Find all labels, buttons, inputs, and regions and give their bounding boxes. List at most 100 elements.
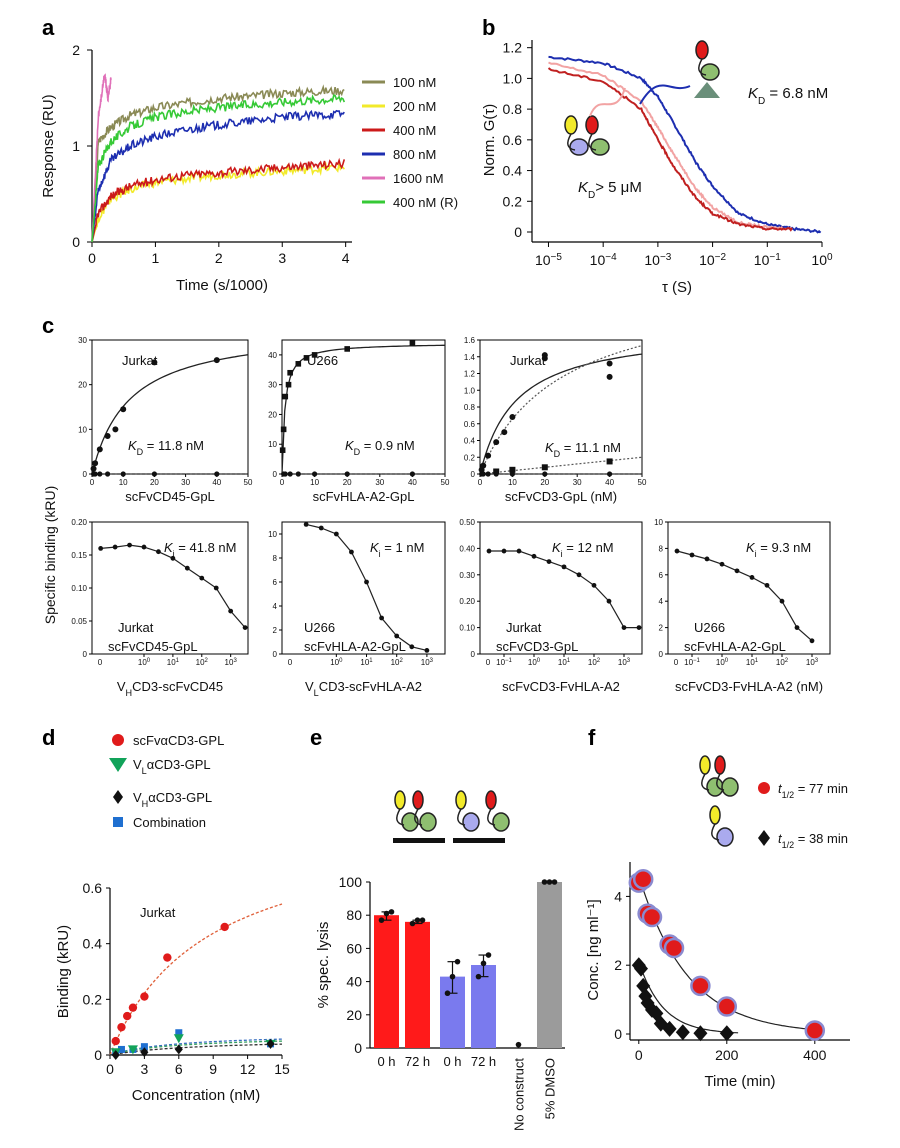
d-x-tick-label: 6 — [175, 1061, 183, 1077]
c-x-tick-label: 0 — [280, 478, 285, 487]
panel-label-f: f — [588, 725, 596, 750]
cartoon-linker — [414, 808, 423, 826]
c-data-point — [333, 531, 339, 537]
c-y-tick-label: 1.0 — [464, 386, 476, 395]
e-data-point — [449, 973, 456, 980]
panel-f-pk-plot: t1/2 = 77 min t1/2 = 38 min 0 200 400 0 2 4 Time… — [585, 755, 850, 1090]
c-data-point — [151, 471, 157, 477]
c-plot-frame — [479, 521, 643, 655]
c-x-label: scFvCD45-GpL — [125, 489, 215, 504]
cartoon-domain — [700, 63, 720, 81]
d-y-tick-label: 0 — [94, 1047, 102, 1063]
c-data-point — [199, 575, 205, 581]
c-data-point — [674, 548, 680, 554]
cartoon-domain — [564, 115, 578, 135]
cartoon-domain — [706, 777, 724, 797]
c-data-point — [509, 414, 516, 421]
c-x-tick-label: 103 — [806, 658, 819, 667]
c-plot-frame — [667, 521, 831, 655]
d-point-vl — [127, 1045, 138, 1055]
e-y-label: % spec. lysis — [315, 922, 332, 1009]
c-cell-label: U266 — [304, 620, 335, 635]
c-y-tick-label: 0.15 — [71, 551, 87, 560]
cartoon-domain — [455, 790, 467, 810]
c-bottom-plot-1: 0 0.05 0.10 0.15 0.20 0 100 101 102 103 Ki = 41.8 … — [71, 518, 249, 698]
c-y-tick-label: 1.6 — [464, 336, 476, 345]
c-x-tick-label: 50 — [638, 478, 647, 487]
c-data-point — [279, 447, 286, 453]
c-data-point — [285, 381, 292, 388]
d-point-combination — [140, 1043, 148, 1051]
f-point-half — [653, 1015, 668, 1032]
c-ki-value: 9.3 nM — [772, 540, 812, 555]
b-pointer-line — [639, 84, 691, 105]
a-series-line — [91, 73, 112, 243]
f-legend-marker-diamond — [758, 830, 770, 846]
c-y-tick-label: 0.20 — [459, 597, 475, 606]
c-data-point — [542, 471, 548, 477]
c-x-label: VHCD3-scFvCD45 — [117, 679, 223, 698]
b-y-tick-label: 0.2 — [503, 193, 523, 209]
e-half-construct-icon — [485, 790, 510, 832]
a-y-tick-label: 1 — [72, 138, 80, 154]
c-x-tick-label: 50 — [244, 478, 253, 487]
c-x-tick-label: 102 — [776, 658, 789, 667]
f-x-tick-label: 0 — [635, 1047, 643, 1063]
f-x-tick-label: 200 — [715, 1047, 739, 1063]
c-data-point — [779, 598, 785, 604]
c-y-tick-label: 0.05 — [71, 617, 87, 626]
c-x-tick-label: 103 — [618, 658, 631, 667]
d-legend-marker-diamond — [113, 790, 123, 804]
e-x-label: 0 h — [377, 1054, 395, 1069]
c-x-tick-label: 102 — [196, 658, 209, 667]
c-x-tick-label: 102 — [588, 658, 601, 667]
e-y-tick-label: 60 — [346, 940, 362, 956]
b-y-tick-label: 0.8 — [503, 101, 523, 117]
e-data-point — [515, 1041, 522, 1048]
e-data-point — [409, 920, 416, 927]
d-point-combination — [117, 1045, 125, 1053]
c-data-point — [794, 625, 800, 630]
f-point-half — [719, 1025, 734, 1042]
d-point-vh — [266, 1038, 275, 1049]
c-y-tick-label: 4 — [273, 602, 278, 611]
d-point-vl — [173, 1034, 184, 1044]
b-half-molecule-icon-1 — [564, 115, 589, 156]
c-x-tick-label: 50 — [441, 478, 450, 487]
c-data-point — [501, 548, 507, 554]
d-point-vh — [140, 1047, 149, 1058]
e-x-label: 72 h — [471, 1054, 496, 1069]
c-x-label: VLCD3-scFvHLA-A2 — [305, 679, 422, 698]
c-data-point — [90, 465, 97, 472]
c-inhibition-line — [676, 550, 813, 642]
b-bound-molecule-icon — [695, 40, 720, 81]
c-data-point — [97, 471, 103, 477]
c-data-point — [561, 564, 567, 570]
d-point-scfv — [220, 922, 229, 932]
c-data-point — [344, 471, 350, 477]
c-data-point — [303, 522, 309, 527]
d-fit-green — [109, 1040, 283, 1056]
b-series-line — [548, 61, 793, 231]
cartoon-domain — [721, 777, 739, 797]
c-data-point — [606, 458, 613, 465]
c-x-tick-label: 20 — [343, 478, 352, 487]
c-y-tick-label: 0.2 — [464, 453, 476, 462]
cartoon-domain — [401, 812, 419, 832]
c-data-point — [214, 471, 220, 477]
c-data-point — [379, 615, 385, 621]
e-y-tick-label: 80 — [346, 907, 362, 923]
e-data-point — [551, 879, 558, 885]
c-y-tick-label: 0 — [659, 650, 664, 659]
a-series-line — [91, 157, 346, 243]
e-data-point — [475, 973, 482, 980]
c-cell-label: Jurkat — [510, 353, 546, 368]
c-data-point — [576, 572, 582, 578]
d-legend-label: VLαCD3-GPL — [133, 757, 211, 776]
e-group-bar — [393, 838, 445, 843]
c-x-tick-label: 100 — [138, 658, 151, 667]
c-cell-label: U266 — [307, 353, 338, 368]
d-point-vh — [111, 1050, 120, 1060]
